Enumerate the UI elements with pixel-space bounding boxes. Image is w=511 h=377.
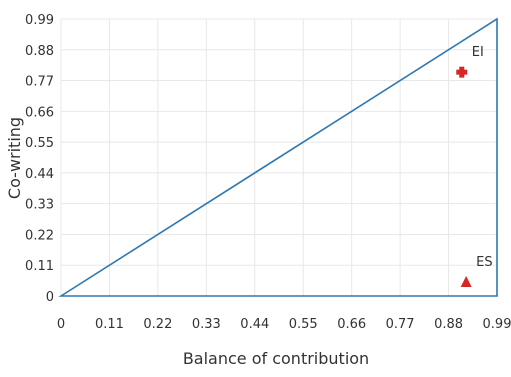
y-tick-label: 0.99 xyxy=(25,13,54,28)
point-es-label: ES xyxy=(476,255,492,270)
x-tick-label: 0.99 xyxy=(483,317,511,332)
y-tick-label: 0.88 xyxy=(25,44,54,59)
y-tick-label: 0.66 xyxy=(25,105,54,120)
y-axis-ticks: 0 0.11 0.22 0.33 0.44 0.55 0.66 0.77 0.88 0.99 xyxy=(25,13,54,305)
x-tick-label: 0.22 xyxy=(143,317,172,332)
reference-triangle-outline xyxy=(58,17,498,297)
x-axis-ticks: 0 0.11 0.22 0.33 0.44 0.55 0.66 0.77 0.88 0.99 xyxy=(57,317,511,332)
y-axis-title: Co-writing xyxy=(5,117,24,199)
x-tick-label: 0.66 xyxy=(337,317,366,332)
reference-triangle xyxy=(58,17,498,297)
x-tick-label: 0.77 xyxy=(386,317,415,332)
y-tick-label: 0.55 xyxy=(25,136,54,151)
point-ei-marker-h xyxy=(456,69,468,75)
x-tick-label: 0.11 xyxy=(95,317,124,332)
point-es-marker xyxy=(460,276,472,288)
point-ei-label: EI xyxy=(472,45,484,60)
x-tick-label: 0.88 xyxy=(434,317,463,332)
y-tick-label: 0.44 xyxy=(25,167,54,182)
x-tick-label: 0.44 xyxy=(240,317,269,332)
y-tick-label: 0.11 xyxy=(25,259,54,274)
data-points: EI ES xyxy=(456,45,493,288)
y-tick-label: 0.33 xyxy=(25,198,54,213)
x-tick-label: 0.55 xyxy=(289,317,318,332)
y-tick-label: 0.77 xyxy=(25,75,54,90)
x-axis-title: Balance of contribution xyxy=(183,349,369,368)
y-tick-label: 0.22 xyxy=(25,228,54,243)
x-tick-label: 0.33 xyxy=(192,317,221,332)
y-tick-label: 0 xyxy=(46,290,54,305)
x-tick-label: 0 xyxy=(57,317,65,332)
